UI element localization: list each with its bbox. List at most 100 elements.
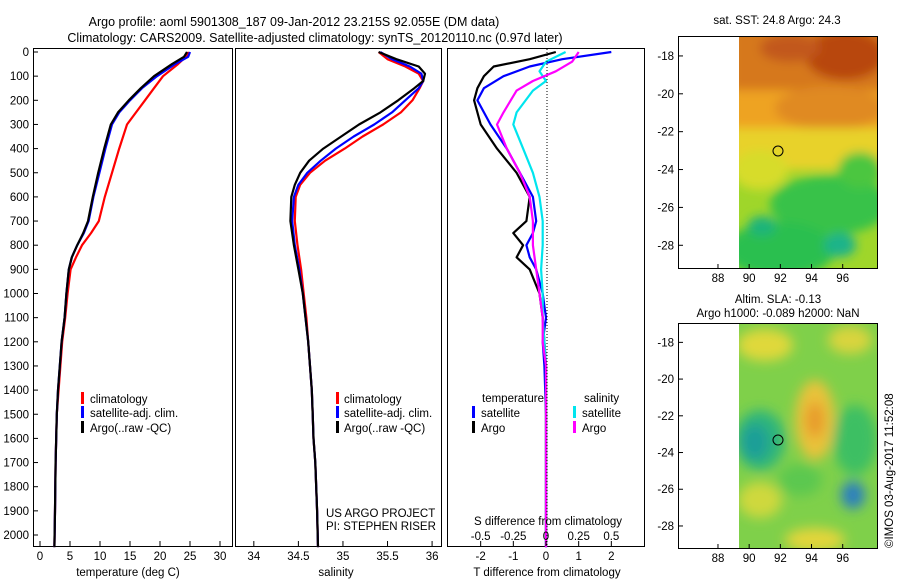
difference-top-xlabel: S difference from climatology	[474, 516, 622, 528]
sst-cool-spot	[748, 216, 776, 236]
difference-xlabel: T difference from climatology	[473, 567, 620, 579]
legend-swatch-temp-argo	[472, 421, 475, 433]
legend-label-climatology: climatology	[344, 394, 402, 406]
legend-swatch-argo	[81, 421, 84, 433]
y-tick-label: 400	[10, 144, 29, 156]
y-tick-label: 700	[10, 216, 29, 228]
sst-heatmap	[739, 37, 877, 268]
x-tick-label-difference: 0	[543, 551, 549, 563]
x-tick-label-difference: -1	[508, 551, 518, 563]
map-y-tick-label: -22	[657, 411, 674, 423]
x-tick-label-salinity: 35	[337, 551, 350, 563]
ssh-map-frame	[678, 323, 878, 549]
y-tick-label: 800	[10, 240, 29, 252]
legend-label-sal-argo: Argo	[582, 423, 606, 435]
map-x-tick-label: 90	[743, 553, 756, 565]
legend-label-temp-argo: Argo	[481, 423, 505, 435]
y-tick-label: 1800	[3, 482, 29, 494]
map-x-tick-label: 92	[774, 273, 787, 285]
sst-hot-core	[805, 37, 877, 80]
top-tick-label-difference: 0.25	[567, 531, 589, 543]
map-y-tick-label: -24	[657, 448, 674, 460]
y-tick-label: 100	[10, 71, 29, 83]
ssh-low-spot	[841, 481, 865, 509]
legend-title-temperature: temperature	[482, 393, 544, 405]
depth-axis: 0 100 200 300 400 500 600 700 800 900 1000 1100 1200…	[3, 47, 38, 542]
map-y-tick-label: -24	[657, 165, 674, 177]
legend-swatch-climatology	[336, 392, 339, 404]
top-tick-label-difference: -0.25	[500, 531, 526, 543]
y-tick-label: 300	[10, 119, 29, 131]
legend-label-sal-satellite: satellite	[582, 408, 621, 420]
x-tick-label-salinity: 34.5	[287, 551, 309, 563]
x-tick-label-salinity: 36	[426, 551, 439, 563]
ssh-high-core	[806, 402, 824, 438]
map-x-tick-label: 96	[836, 553, 849, 565]
salinity-panel-frame	[235, 48, 442, 547]
map-x-tick-label: 90	[743, 273, 756, 285]
sst-map-frame	[678, 36, 878, 269]
figure-title-line2: Climatology: CARS2009. Satellite-adjuste…	[67, 31, 562, 45]
x-tick-label-difference: -2	[476, 551, 486, 563]
sst-hot-core	[760, 37, 820, 62]
x-tick-label-difference: 1	[575, 551, 581, 563]
temperature-xlabel: temperature (deg C)	[76, 567, 180, 579]
salinity-plot: 34 34.5 35 35.5 36	[247, 50, 439, 563]
legend-swatch-sal-argo	[573, 421, 576, 433]
x-tick-label-temperature: 0	[37, 551, 43, 563]
x-tick-label-salinity: 34	[247, 551, 260, 563]
x-tick-label-salinity: 35.5	[376, 551, 398, 563]
figure-title-line1: Argo profile: aoml 5901308_187 09-Jan-20…	[89, 15, 500, 29]
y-tick-label: 0	[23, 47, 29, 59]
legend-swatch-satellite	[336, 406, 339, 418]
x-tick-label-difference: 2	[608, 551, 614, 563]
y-tick-label: 2000	[3, 530, 29, 542]
sst-map-title: sat. SST: 24.8 Argo: 24.3	[713, 15, 840, 27]
legend-label-argo: Argo(..raw -QC)	[344, 423, 425, 435]
map-x-tick-label: 96	[836, 273, 849, 285]
sst-cool-spot	[824, 233, 856, 257]
y-tick-label: 1700	[3, 458, 29, 470]
legend-swatch-argo	[336, 421, 339, 433]
legend-label-climatology: climatology	[90, 394, 148, 406]
top-tick-label-difference: 0	[543, 531, 549, 543]
project-annotation-line1: US ARGO PROJECT	[326, 508, 435, 520]
y-tick-label: 1000	[3, 289, 29, 301]
y-tick-label: 1900	[3, 506, 29, 518]
difference-legend: temperature salinity satellite Argo sate…	[472, 393, 621, 435]
legend-label-temp-satellite: satellite	[481, 408, 520, 420]
x-tick-label-temperature: 30	[214, 551, 227, 563]
legend-label-satellite: satellite-adj. clim.	[90, 408, 178, 420]
map-y-tick-label: -26	[657, 202, 674, 214]
y-tick-label: 200	[10, 95, 29, 107]
series-line-temperature-2	[53, 51, 188, 548]
sst-orange-patch	[775, 86, 877, 130]
map-x-tick-label: 94	[805, 273, 818, 285]
ssh-map-title-line2: Argo h1000: -0.089 h2000: NaN	[696, 308, 859, 320]
sst-float-marker	[772, 145, 784, 157]
sst-green-region	[739, 222, 835, 268]
y-tick-label: 600	[10, 192, 29, 204]
temperature-panel-frame	[33, 48, 233, 547]
map-y-tick-label: -22	[657, 127, 674, 139]
y-tick-label: 1300	[3, 361, 29, 373]
legend-swatch-climatology	[81, 392, 84, 404]
ssh-yellow-patch	[785, 528, 845, 548]
sst-green-region	[838, 152, 877, 188]
map-y-tick-label: -28	[657, 240, 674, 252]
top-tick-label-difference: -0.5	[471, 531, 491, 543]
sst-map-axes: 88 90 92 94 96 -18 -20 -22 -24 -26 -28	[657, 51, 849, 285]
salinity-legend: climatology satellite-adj. clim. Argo(..…	[336, 392, 432, 435]
legend-label-satellite: satellite-adj. clim.	[344, 408, 432, 420]
y-tick-label: 1600	[3, 433, 29, 445]
y-tick-label: 1500	[3, 409, 29, 421]
series-line-temperature-0	[53, 51, 190, 548]
ssh-yellow-patch	[739, 329, 793, 361]
series-line-salinity-2	[289, 50, 427, 548]
sst-yellow-patch	[739, 150, 788, 190]
ssh-float-marker	[772, 434, 784, 446]
map-y-tick-label: -20	[657, 374, 674, 386]
legend-label-argo: Argo(..raw -QC)	[90, 423, 171, 435]
map-y-tick-label: -18	[657, 337, 674, 349]
